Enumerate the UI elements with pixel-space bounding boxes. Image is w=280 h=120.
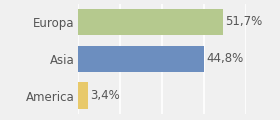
Text: 51,7%: 51,7%: [225, 15, 263, 28]
Text: 44,8%: 44,8%: [206, 52, 243, 65]
Bar: [78, 9, 223, 35]
Text: 3,4%: 3,4%: [90, 89, 120, 102]
Bar: [78, 45, 204, 72]
Bar: [78, 82, 88, 109]
